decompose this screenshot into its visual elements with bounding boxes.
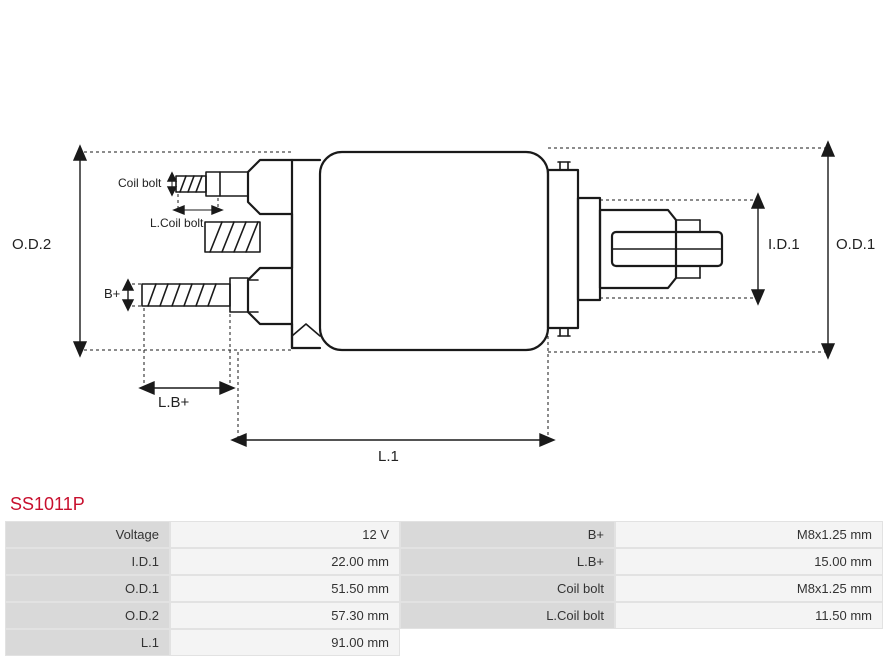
label-od2: O.D.2	[12, 236, 51, 253]
spec-label: L.1	[5, 629, 170, 656]
part-number-title: SS1011P	[0, 490, 889, 521]
spec-value: 15.00 mm	[615, 548, 883, 575]
spec-value: 57.30 mm	[170, 602, 400, 629]
spec-label: O.D.2	[5, 602, 170, 629]
spec-label: B+	[400, 521, 615, 548]
label-b-plus: B+	[104, 286, 120, 301]
label-l1: L.1	[378, 448, 399, 465]
spec-value: M8x1.25 mm	[615, 575, 883, 602]
spec-label: Coil bolt	[400, 575, 615, 602]
label-coil-bolt: Coil bolt	[118, 176, 161, 190]
spec-label: Voltage	[5, 521, 170, 548]
label-od1: O.D.1	[836, 236, 875, 253]
spec-label: L.B+	[400, 548, 615, 575]
spec-label: I.D.1	[5, 548, 170, 575]
spec-label: O.D.1	[5, 575, 170, 602]
label-l-coil-bolt: L.Coil bolt	[150, 216, 203, 230]
label-id1: I.D.1	[768, 236, 800, 253]
spec-value: 51.50 mm	[170, 575, 400, 602]
spec-table: Voltage12 VB+M8x1.25 mm I.D.122.00 mmL.B+…	[5, 521, 883, 656]
spec-value: 91.00 mm	[170, 629, 400, 656]
spec-value: 12 V	[170, 521, 400, 548]
spec-value: 22.00 mm	[170, 548, 400, 575]
spec-value: M8x1.25 mm	[615, 521, 883, 548]
spec-label: L.Coil bolt	[400, 602, 615, 629]
technical-diagram: O.D.2 O.D.1 I.D.1 L.1 L.B+ B+ Coil bolt …	[0, 0, 889, 490]
diagram-svg	[0, 0, 889, 490]
spec-value: 11.50 mm	[615, 602, 883, 629]
label-lb-plus: L.B+	[158, 394, 189, 411]
